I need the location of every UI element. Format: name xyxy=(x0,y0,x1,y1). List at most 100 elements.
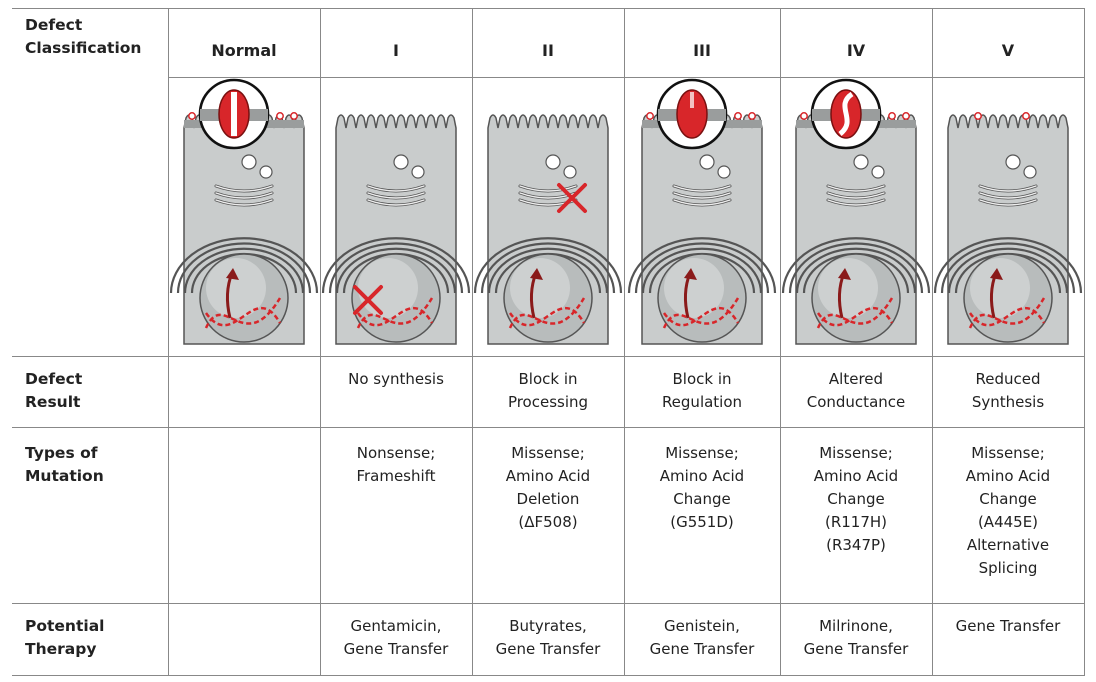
dna-strand xyxy=(662,297,740,329)
er-membrane xyxy=(183,247,305,294)
er-membrane xyxy=(634,242,770,294)
therapy-class-ii: Butyrates, Gene Transfer xyxy=(495,617,601,658)
mutation-type-class-ii: Missense; Amino Acid Deletion (ΔF508) xyxy=(505,444,591,531)
synthesis-arrow-head xyxy=(990,268,1003,280)
er-membrane xyxy=(335,247,457,294)
col-divider-0 xyxy=(168,8,169,676)
dna-strand xyxy=(816,297,894,329)
surface-channel-dot xyxy=(734,112,742,120)
column-header-class-iii: III xyxy=(693,40,711,60)
nucleus-highlight xyxy=(664,258,724,318)
er-membrane xyxy=(328,242,464,294)
nucleus-highlight xyxy=(206,258,266,318)
golgi-stack-highlight xyxy=(215,185,273,192)
vesicle xyxy=(411,165,425,179)
dna-strand xyxy=(204,297,282,329)
vesicle xyxy=(1023,165,1037,179)
golgi-stack-highlight xyxy=(367,199,425,206)
er-membrane xyxy=(795,247,917,294)
column-header-class-i: I xyxy=(393,40,399,60)
golgi-stack-highlight xyxy=(673,185,731,192)
column-header-class-v: V xyxy=(1001,40,1015,60)
er-membrane xyxy=(480,242,616,294)
column-header-normal: Normal xyxy=(211,40,277,60)
defect-result-class-iii: Block in Regulation xyxy=(661,370,743,411)
vesicle xyxy=(717,165,731,179)
golgi-stack-highlight xyxy=(215,199,273,206)
result-row-divider xyxy=(12,427,1084,428)
channel-pore-closed xyxy=(690,92,694,108)
defect-result-class-iv: Altered Conductance xyxy=(806,370,906,411)
surface-channel-dot xyxy=(748,112,756,120)
er-membrane xyxy=(933,237,1083,294)
therapy-class-iv: Milrinone, Gene Transfer xyxy=(803,617,909,658)
vesicle xyxy=(241,154,257,170)
col-divider-5 xyxy=(932,8,933,676)
er-membrane xyxy=(781,237,931,294)
golgi-stack-highlight xyxy=(827,192,885,199)
surface-channel-dot xyxy=(276,112,284,120)
surface-channel-dot xyxy=(888,112,896,120)
nucleus-highlight xyxy=(510,258,570,318)
table-top-border xyxy=(12,8,1084,9)
er-membrane xyxy=(176,242,312,294)
mutation-type-class-i: Nonsense; Frameshift xyxy=(356,444,436,485)
block-x-mark xyxy=(353,285,383,315)
vesicle xyxy=(871,165,885,179)
surface-channel-dot xyxy=(902,112,910,120)
golgi-stack-highlight xyxy=(979,199,1037,206)
defect-result-normal xyxy=(168,368,320,424)
cftr-channel xyxy=(676,89,708,139)
er-membrane xyxy=(940,242,1076,294)
er-membrane xyxy=(641,247,763,294)
golgi-stack-highlight xyxy=(673,199,731,206)
cell-illustration-class-ii xyxy=(473,114,623,345)
golgi-stack-highlight xyxy=(827,185,885,192)
golgi-stack-highlight xyxy=(215,192,273,199)
er-membrane xyxy=(321,237,471,294)
nucleus-highlight xyxy=(970,258,1030,318)
er-membrane xyxy=(473,237,623,294)
synthesis-arrow-head xyxy=(226,268,239,280)
channel-pore-twisted xyxy=(838,91,854,136)
dna-strand xyxy=(968,297,1046,329)
golgi-stack-highlight xyxy=(827,199,885,206)
col-divider-4 xyxy=(780,8,781,676)
header-row-label: Defect Classification xyxy=(25,16,142,57)
golgi-stack-highlight xyxy=(367,192,425,199)
defect-result-class-ii: Block in Processing xyxy=(507,370,589,411)
dna-strand xyxy=(662,307,740,327)
synthesis-arrow-head xyxy=(838,268,851,280)
vesicle xyxy=(563,165,577,179)
er-membrane xyxy=(487,247,609,294)
column-header-class-ii: II xyxy=(542,40,554,60)
golgi-stack-highlight xyxy=(519,192,577,199)
golgi-stack-highlight xyxy=(979,185,1037,192)
cell-illustration-class-i xyxy=(321,114,471,345)
vesicle xyxy=(545,154,561,170)
mutation-type-class-iii: Missense; Amino Acid Change (G551D) xyxy=(659,444,745,531)
er-membrane xyxy=(169,237,319,294)
dna-strand xyxy=(968,307,1046,327)
table-bottom-border xyxy=(12,675,1084,676)
surface-channel-dot xyxy=(188,112,196,120)
surface-channel-dot xyxy=(800,112,808,120)
vesicle xyxy=(393,154,409,170)
defect-result-class-v: Reduced Synthesis xyxy=(971,370,1045,411)
surface-channel-dot xyxy=(1022,112,1030,120)
synthesis-arrow-head xyxy=(684,268,697,280)
image-row-divider xyxy=(12,356,1084,357)
mutation-type-normal xyxy=(168,442,320,600)
col-divider-3 xyxy=(624,8,625,676)
golgi-stack-highlight xyxy=(367,185,425,192)
cell-illustration-class-v xyxy=(933,112,1083,345)
dna-strand xyxy=(508,307,586,327)
row-label-types-of-mutation: Types of Mutation xyxy=(25,444,104,485)
golgi-stack-highlight xyxy=(673,192,731,199)
er-membrane xyxy=(947,247,1069,294)
channel-pore-open xyxy=(231,92,237,136)
therapy-class-v: Gene Transfer xyxy=(955,617,1061,635)
defect-result-class-i: No synthesis xyxy=(348,370,444,388)
vesicle xyxy=(853,154,869,170)
dna-strand xyxy=(356,307,434,327)
